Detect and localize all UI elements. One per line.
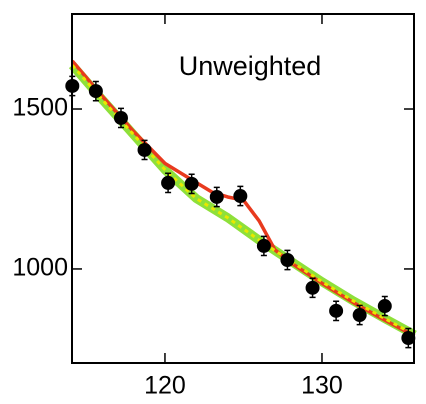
data-point [329, 303, 344, 318]
data-point [377, 299, 392, 314]
annotation: Unweighted [179, 51, 322, 81]
data-point [256, 238, 271, 253]
data-point [280, 252, 295, 267]
data-point [401, 331, 416, 346]
data-point [184, 176, 199, 191]
y-tick-label: 1500 [12, 94, 68, 122]
data-point [305, 280, 320, 295]
data-point [137, 142, 152, 157]
x-tick-label: 120 [144, 372, 186, 400]
data-point [113, 110, 128, 125]
data-point [209, 189, 224, 204]
plot-frame [71, 13, 415, 364]
x-tick-label: 130 [301, 372, 343, 400]
data-point [88, 84, 103, 99]
data-point [161, 175, 176, 190]
y-tick-label: 1000 [12, 254, 68, 282]
data-point [233, 189, 248, 204]
data-point [352, 308, 367, 323]
